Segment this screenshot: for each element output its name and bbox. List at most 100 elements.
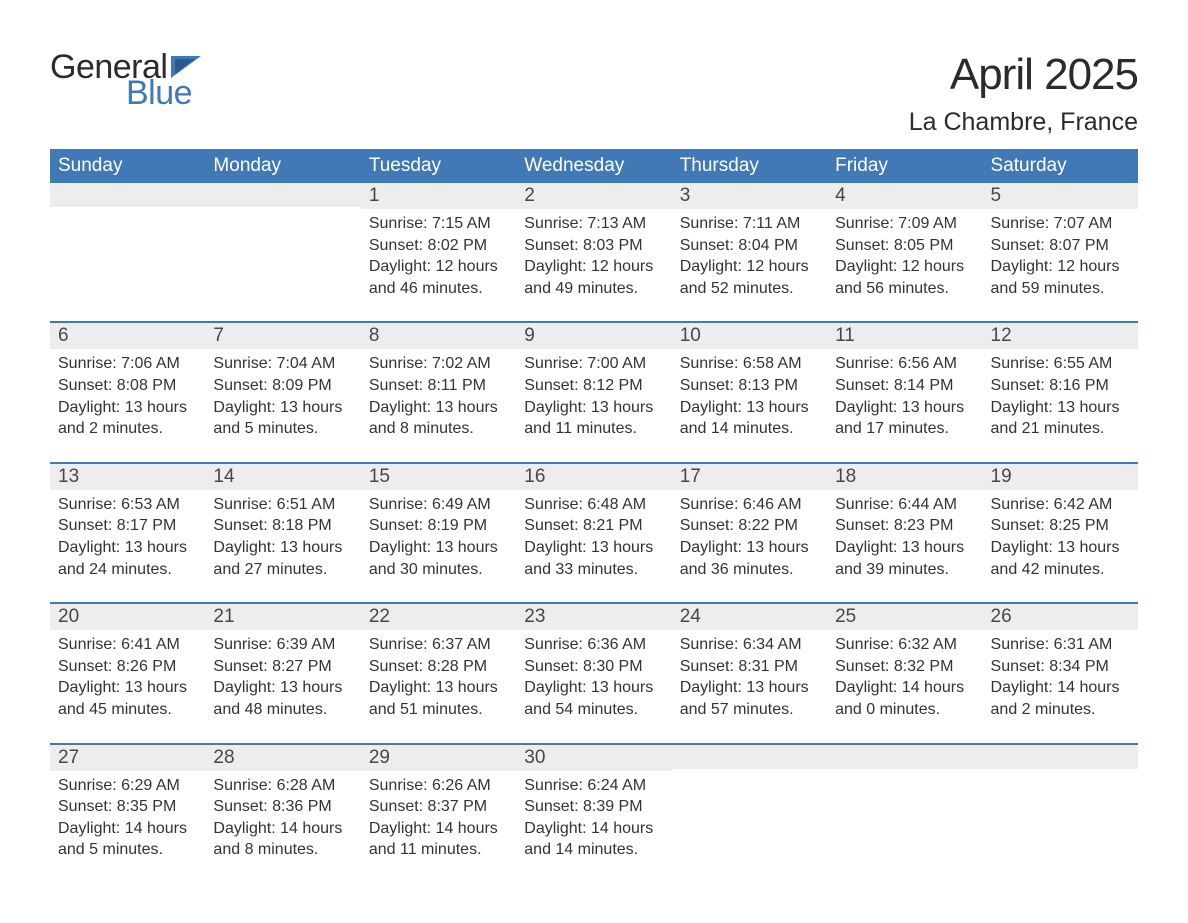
day-details: Sunrise: 7:00 AMSunset: 8:12 PMDaylight:… bbox=[516, 349, 671, 461]
day-details: Sunrise: 6:29 AMSunset: 8:35 PMDaylight:… bbox=[50, 771, 205, 883]
col-monday: Monday bbox=[205, 149, 360, 183]
day-number: 6 bbox=[50, 323, 205, 349]
day-sunrise: Sunrise: 6:41 AM bbox=[58, 634, 197, 656]
day-sunrise: Sunrise: 7:02 AM bbox=[369, 353, 508, 375]
day-details: Sunrise: 7:06 AMSunset: 8:08 PMDaylight:… bbox=[50, 349, 205, 461]
day-sunrise: Sunrise: 6:48 AM bbox=[524, 494, 663, 516]
day-daylight2: and 36 minutes. bbox=[680, 559, 819, 581]
day-daylight1: Daylight: 13 hours bbox=[213, 537, 352, 559]
calendar-cell: 2Sunrise: 7:13 AMSunset: 8:03 PMDaylight… bbox=[516, 183, 671, 322]
day-sunrise: Sunrise: 6:37 AM bbox=[369, 634, 508, 656]
day-details: Sunrise: 7:04 AMSunset: 8:09 PMDaylight:… bbox=[205, 349, 360, 461]
day-daylight2: and 2 minutes. bbox=[991, 699, 1130, 721]
day-details: Sunrise: 6:24 AMSunset: 8:39 PMDaylight:… bbox=[516, 771, 671, 883]
calendar-cell: 15Sunrise: 6:49 AMSunset: 8:19 PMDayligh… bbox=[361, 463, 516, 603]
day-details: Sunrise: 7:15 AMSunset: 8:02 PMDaylight:… bbox=[361, 209, 516, 321]
day-daylight1: Daylight: 13 hours bbox=[524, 537, 663, 559]
day-sunrise: Sunrise: 6:51 AM bbox=[213, 494, 352, 516]
day-number: 4 bbox=[827, 183, 982, 209]
day-number bbox=[205, 183, 360, 207]
calendar-cell: 19Sunrise: 6:42 AMSunset: 8:25 PMDayligh… bbox=[983, 463, 1138, 603]
day-sunset: Sunset: 8:03 PM bbox=[524, 235, 663, 257]
calendar-cell bbox=[205, 183, 360, 322]
day-details: Sunrise: 6:34 AMSunset: 8:31 PMDaylight:… bbox=[672, 630, 827, 742]
day-number: 23 bbox=[516, 604, 671, 630]
calendar-header-row: Sunday Monday Tuesday Wednesday Thursday… bbox=[50, 149, 1138, 183]
day-daylight1: Daylight: 13 hours bbox=[369, 397, 508, 419]
day-sunrise: Sunrise: 6:55 AM bbox=[991, 353, 1130, 375]
day-details bbox=[672, 769, 827, 869]
day-daylight2: and 27 minutes. bbox=[213, 559, 352, 581]
day-daylight1: Daylight: 14 hours bbox=[213, 818, 352, 840]
day-sunset: Sunset: 8:09 PM bbox=[213, 375, 352, 397]
day-details: Sunrise: 6:39 AMSunset: 8:27 PMDaylight:… bbox=[205, 630, 360, 742]
day-daylight1: Daylight: 13 hours bbox=[58, 397, 197, 419]
day-number: 12 bbox=[983, 323, 1138, 349]
day-number: 2 bbox=[516, 183, 671, 209]
day-number: 18 bbox=[827, 464, 982, 490]
day-daylight2: and 33 minutes. bbox=[524, 559, 663, 581]
day-sunrise: Sunrise: 7:06 AM bbox=[58, 353, 197, 375]
day-sunrise: Sunrise: 6:39 AM bbox=[213, 634, 352, 656]
day-sunrise: Sunrise: 7:15 AM bbox=[369, 213, 508, 235]
day-daylight2: and 30 minutes. bbox=[369, 559, 508, 581]
day-sunset: Sunset: 8:05 PM bbox=[835, 235, 974, 257]
calendar-cell: 14Sunrise: 6:51 AMSunset: 8:18 PMDayligh… bbox=[205, 463, 360, 603]
day-number: 19 bbox=[983, 464, 1138, 490]
col-tuesday: Tuesday bbox=[361, 149, 516, 183]
day-sunset: Sunset: 8:31 PM bbox=[680, 656, 819, 678]
day-daylight1: Daylight: 12 hours bbox=[680, 256, 819, 278]
calendar-cell: 10Sunrise: 6:58 AMSunset: 8:13 PMDayligh… bbox=[672, 322, 827, 462]
day-sunset: Sunset: 8:25 PM bbox=[991, 515, 1130, 537]
day-number: 25 bbox=[827, 604, 982, 630]
day-details: Sunrise: 7:09 AMSunset: 8:05 PMDaylight:… bbox=[827, 209, 982, 321]
calendar-cell: 6Sunrise: 7:06 AMSunset: 8:08 PMDaylight… bbox=[50, 322, 205, 462]
day-details: Sunrise: 6:41 AMSunset: 8:26 PMDaylight:… bbox=[50, 630, 205, 742]
day-details: Sunrise: 6:48 AMSunset: 8:21 PMDaylight:… bbox=[516, 490, 671, 602]
calendar-cell: 22Sunrise: 6:37 AMSunset: 8:28 PMDayligh… bbox=[361, 603, 516, 743]
day-sunrise: Sunrise: 6:31 AM bbox=[991, 634, 1130, 656]
calendar-week: 13Sunrise: 6:53 AMSunset: 8:17 PMDayligh… bbox=[50, 463, 1138, 603]
day-number: 7 bbox=[205, 323, 360, 349]
day-daylight2: and 48 minutes. bbox=[213, 699, 352, 721]
day-daylight1: Daylight: 14 hours bbox=[524, 818, 663, 840]
day-daylight2: and 57 minutes. bbox=[680, 699, 819, 721]
day-daylight2: and 24 minutes. bbox=[58, 559, 197, 581]
day-details bbox=[50, 207, 205, 307]
day-daylight1: Daylight: 13 hours bbox=[991, 397, 1130, 419]
day-daylight1: Daylight: 13 hours bbox=[524, 397, 663, 419]
calendar-cell: 1Sunrise: 7:15 AMSunset: 8:02 PMDaylight… bbox=[361, 183, 516, 322]
day-sunset: Sunset: 8:21 PM bbox=[524, 515, 663, 537]
day-number: 10 bbox=[672, 323, 827, 349]
day-number: 24 bbox=[672, 604, 827, 630]
calendar-cell: 26Sunrise: 6:31 AMSunset: 8:34 PMDayligh… bbox=[983, 603, 1138, 743]
day-number: 22 bbox=[361, 604, 516, 630]
day-sunrise: Sunrise: 7:07 AM bbox=[991, 213, 1130, 235]
day-details: Sunrise: 6:56 AMSunset: 8:14 PMDaylight:… bbox=[827, 349, 982, 461]
day-sunset: Sunset: 8:14 PM bbox=[835, 375, 974, 397]
day-sunrise: Sunrise: 7:04 AM bbox=[213, 353, 352, 375]
day-details bbox=[827, 769, 982, 869]
day-details: Sunrise: 6:42 AMSunset: 8:25 PMDaylight:… bbox=[983, 490, 1138, 602]
day-sunset: Sunset: 8:32 PM bbox=[835, 656, 974, 678]
day-sunrise: Sunrise: 6:28 AM bbox=[213, 775, 352, 797]
day-daylight2: and 54 minutes. bbox=[524, 699, 663, 721]
calendar-cell bbox=[50, 183, 205, 322]
day-daylight2: and 21 minutes. bbox=[991, 418, 1130, 440]
day-daylight1: Daylight: 14 hours bbox=[58, 818, 197, 840]
day-number: 26 bbox=[983, 604, 1138, 630]
day-daylight2: and 5 minutes. bbox=[213, 418, 352, 440]
calendar-cell bbox=[983, 744, 1138, 883]
calendar-cell: 23Sunrise: 6:36 AMSunset: 8:30 PMDayligh… bbox=[516, 603, 671, 743]
day-daylight2: and 51 minutes. bbox=[369, 699, 508, 721]
day-sunrise: Sunrise: 6:53 AM bbox=[58, 494, 197, 516]
day-number bbox=[50, 183, 205, 207]
day-daylight2: and 14 minutes. bbox=[680, 418, 819, 440]
day-daylight1: Daylight: 14 hours bbox=[991, 677, 1130, 699]
day-sunset: Sunset: 8:23 PM bbox=[835, 515, 974, 537]
location-label: La Chambre, France bbox=[909, 108, 1138, 137]
day-sunrise: Sunrise: 7:13 AM bbox=[524, 213, 663, 235]
day-daylight2: and 11 minutes. bbox=[524, 418, 663, 440]
day-number: 30 bbox=[516, 745, 671, 771]
calendar-cell: 25Sunrise: 6:32 AMSunset: 8:32 PMDayligh… bbox=[827, 603, 982, 743]
